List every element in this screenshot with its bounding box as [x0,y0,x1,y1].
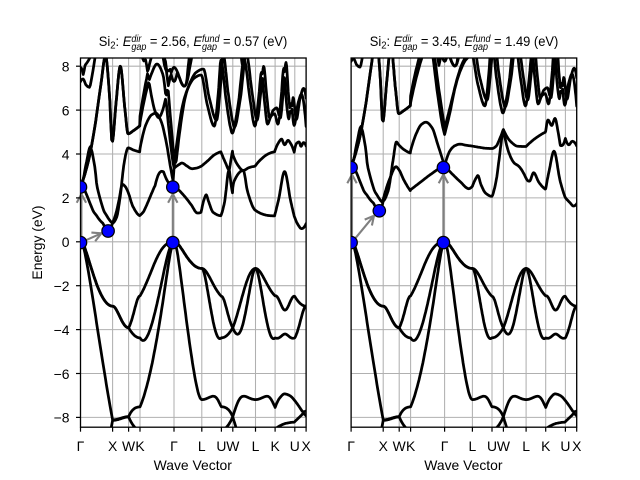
svg-text:−8: −8 [54,410,70,426]
svg-text:U: U [560,438,570,454]
svg-text:−2: −2 [54,278,70,294]
svg-text:K: K [406,438,416,454]
svg-text:2: 2 [62,190,70,206]
svg-text:Γ: Γ [170,438,178,454]
svg-text:Γ: Γ [347,438,355,454]
svg-text:W: W [226,438,240,454]
svg-text:L: L [252,438,260,454]
svg-text:Wave Vector: Wave Vector [424,457,503,473]
svg-text:L: L [522,438,530,454]
svg-text:Γ: Γ [441,438,449,454]
svg-text:K: K [541,438,551,454]
svg-text:0: 0 [62,234,70,250]
svg-text:L: L [198,438,206,454]
svg-text:U: U [290,438,300,454]
svg-text:4: 4 [62,146,70,162]
svg-text:L: L [469,438,477,454]
svg-text:W: W [393,438,407,454]
svg-text:X: X [108,438,117,454]
svg-text:Γ: Γ [77,438,85,454]
svg-text:K: K [270,438,280,454]
svg-text:W: W [122,438,136,454]
svg-text:U: U [216,438,226,454]
svg-text:6: 6 [62,102,70,118]
svg-text:−6: −6 [54,366,70,382]
svg-text:−4: −4 [54,322,70,338]
svg-text:W: W [497,438,511,454]
svg-text:X: X [301,438,310,454]
svg-text:X: X [379,438,388,454]
svg-text:K: K [135,438,145,454]
svg-text:Energy (eV): Energy (eV) [29,205,45,279]
svg-text:U: U [487,438,497,454]
svg-text:Wave Vector: Wave Vector [154,457,233,473]
svg-text:8: 8 [62,59,70,75]
svg-text:X: X [572,438,581,454]
